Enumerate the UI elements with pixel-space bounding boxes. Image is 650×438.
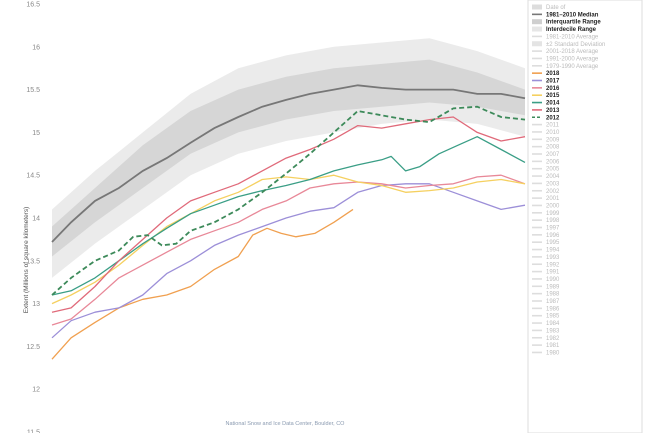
y-tick-label: 13 [32,301,40,308]
legend-label: 1999 [546,211,560,217]
y-tick-label: 14 [32,216,40,223]
y-tick-label: 15.5 [26,87,40,94]
legend-label: 1996 [546,233,560,239]
legend-label: 2001-2018 Average [546,49,599,55]
legend-label: Interquartile Range [546,20,601,26]
legend-label: 1989 [546,284,560,290]
legend-label: 1985 [546,314,560,320]
legend-label: Date of [546,5,566,11]
y-tick-label: 16 [32,44,40,51]
legend-label: 1984 [546,321,560,327]
legend-label: 2008 [546,145,560,151]
legend-label: 1990 [546,277,560,283]
legend-label: 1979-1990 Average [546,64,599,70]
series-line-2012 [51,105,526,296]
legend-label: 1981–2010 Median [546,12,599,18]
legend-label: 2001 [546,196,560,202]
y-tick-label: 12 [32,387,40,394]
legend-label: 2018 [546,71,560,77]
legend-label: 1992 [546,262,560,268]
legend-label: 2009 [546,137,560,143]
legend-label: 2015 [546,93,560,99]
legend-swatch [532,26,542,32]
series-line-2018 [51,208,354,360]
legend-box [527,0,643,434]
y-tick-label: 14.5 [26,173,40,180]
y-tick-label: 15 [32,130,40,137]
legend-label: 2005 [546,167,560,173]
legend-swatch [532,4,542,10]
legend-label: 2002 [546,189,560,195]
plot-area [51,38,526,360]
legend-label: 1981-2010 Average [546,34,599,40]
legend-label: 1995 [546,240,560,246]
legend-label: 2000 [546,203,560,209]
legend-label: 1993 [546,255,560,261]
legend-label: Interdecile Range [546,27,597,33]
legend-label: 1994 [546,248,560,254]
legend-label: 1980 [546,350,560,356]
legend-label: 2004 [546,174,560,180]
legend-label: 2016 [546,86,560,92]
series-line-2013 [51,116,526,313]
y-tick-label: 12.5 [26,344,40,351]
legend-label: 2011 [546,123,560,129]
legend-swatch [532,19,542,25]
legend-label: 2007 [546,152,560,158]
legend-label: ±2 Standard Deviation [546,42,605,48]
legend-label: 2003 [546,181,560,187]
legend-label: 1988 [546,292,560,298]
legend-label: 2010 [546,130,560,136]
y-tick-label: 16.5 [26,2,40,9]
legend-label: 2013 [546,108,560,114]
legend-label: 1991-2000 Average [546,56,599,62]
y-tick-label: 11.5 [27,430,40,434]
legend-label: 1986 [546,306,560,312]
legend-label: 1982 [546,336,560,342]
y-axis-label: Extent (Millions of square kilometers) [23,207,30,314]
series-line-2015 [51,174,526,305]
series-line-2016 [51,174,526,326]
legend-label: 1991 [546,270,560,276]
legend-label: 1983 [546,328,560,334]
legend-label: 2006 [546,159,560,165]
legend-swatch [532,41,542,47]
legend-label: 1997 [546,226,560,232]
series-line-2014 [51,136,526,296]
legend-label: 2014 [546,101,560,107]
median-line [51,84,526,243]
legend-label: 1998 [546,218,560,224]
legend-label: 2017 [546,79,560,85]
y-tick-label: 13.5 [26,258,40,265]
legend-label: 1981 [546,343,560,349]
credit-text: National Snow and Ice Data Center, Bould… [226,421,346,427]
legend-label: 2012 [546,115,560,121]
legend-label: 1987 [546,299,560,305]
